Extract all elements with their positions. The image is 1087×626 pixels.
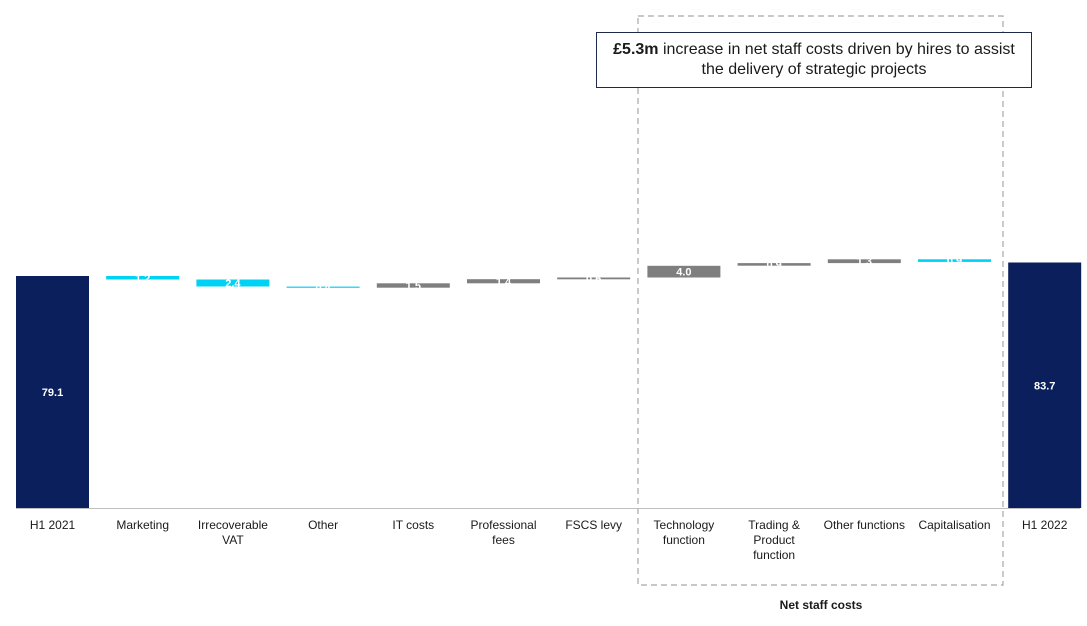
group-dashed-box	[637, 15, 1004, 586]
bar-9	[737, 263, 811, 266]
category-label-8: Technology function	[654, 518, 715, 547]
category-label-12: H1 2022	[1022, 518, 1068, 532]
category-label-line: Product	[753, 533, 795, 547]
data-label-1: 79.1	[42, 387, 63, 399]
category-label-line: Capitalisation	[918, 518, 990, 532]
bar-2	[106, 276, 180, 280]
category-label-line: fees	[492, 533, 515, 547]
bar-7	[557, 277, 631, 280]
bar-8	[647, 265, 721, 278]
data-label-3: 2.4	[225, 278, 241, 290]
bar-11	[918, 259, 991, 262]
group-label: Net staff costs	[779, 598, 863, 612]
category-label-line: Marketing	[116, 518, 169, 532]
data-label-5: 1.5	[406, 281, 421, 293]
data-label-10: 1.3	[857, 256, 872, 268]
bar-5	[376, 283, 450, 288]
category-label-line: Irrecoverable	[198, 518, 268, 532]
bar-10	[827, 259, 901, 264]
category-label-line: Professional	[470, 518, 536, 532]
bar-3	[196, 279, 270, 287]
category-label-line: function	[663, 533, 705, 547]
data-label-4: 0.4	[315, 282, 331, 294]
annotation-highlight: £5.3m	[613, 41, 659, 58]
category-label-5: IT costs	[392, 518, 434, 532]
category-label-4: Other	[308, 518, 338, 532]
category-label-10: Other functions	[824, 518, 905, 532]
data-label-6: 1.4	[496, 276, 512, 288]
category-label-line: VAT	[222, 533, 244, 547]
category-label-7: FSCS levy	[565, 518, 622, 532]
category-label-line: H1 2022	[1022, 518, 1068, 532]
annotation-callout: £5.3m increase in net staff costs driven…	[596, 32, 1032, 88]
category-label-line: IT costs	[392, 518, 434, 532]
data-label-7: 0.6	[586, 273, 601, 285]
category-label-11: Capitalisation	[918, 518, 990, 532]
category-label-line: FSCS levy	[565, 518, 622, 532]
bar-1	[16, 276, 89, 508]
category-label-line: function	[753, 548, 795, 562]
category-label-line: Technology	[654, 518, 715, 532]
category-label-line: Other	[308, 518, 338, 532]
data-label-9: 0.9	[766, 259, 781, 271]
category-label-3: Irrecoverable VAT	[198, 518, 268, 547]
data-label-12: 83.7	[1034, 380, 1055, 392]
category-label-9: Trading & Product function	[748, 518, 800, 562]
category-label-line: Trading &	[748, 518, 800, 532]
category-label-6: Professional fees	[470, 518, 536, 547]
category-label-line: Other functions	[824, 518, 905, 532]
category-label-2: Marketing	[116, 518, 169, 532]
data-label-8: 4.0	[676, 267, 691, 279]
category-label-line: H1 2021	[30, 518, 76, 532]
bar-4	[286, 286, 360, 288]
data-label-11: 0.9	[947, 256, 962, 268]
category-label-1: H1 2021	[30, 518, 76, 532]
bar-12	[1008, 262, 1082, 508]
annotation-text: increase in net staff costs driven by hi…	[658, 41, 1015, 78]
bar-6	[467, 279, 540, 284]
data-label-2: 1.2	[135, 273, 150, 285]
